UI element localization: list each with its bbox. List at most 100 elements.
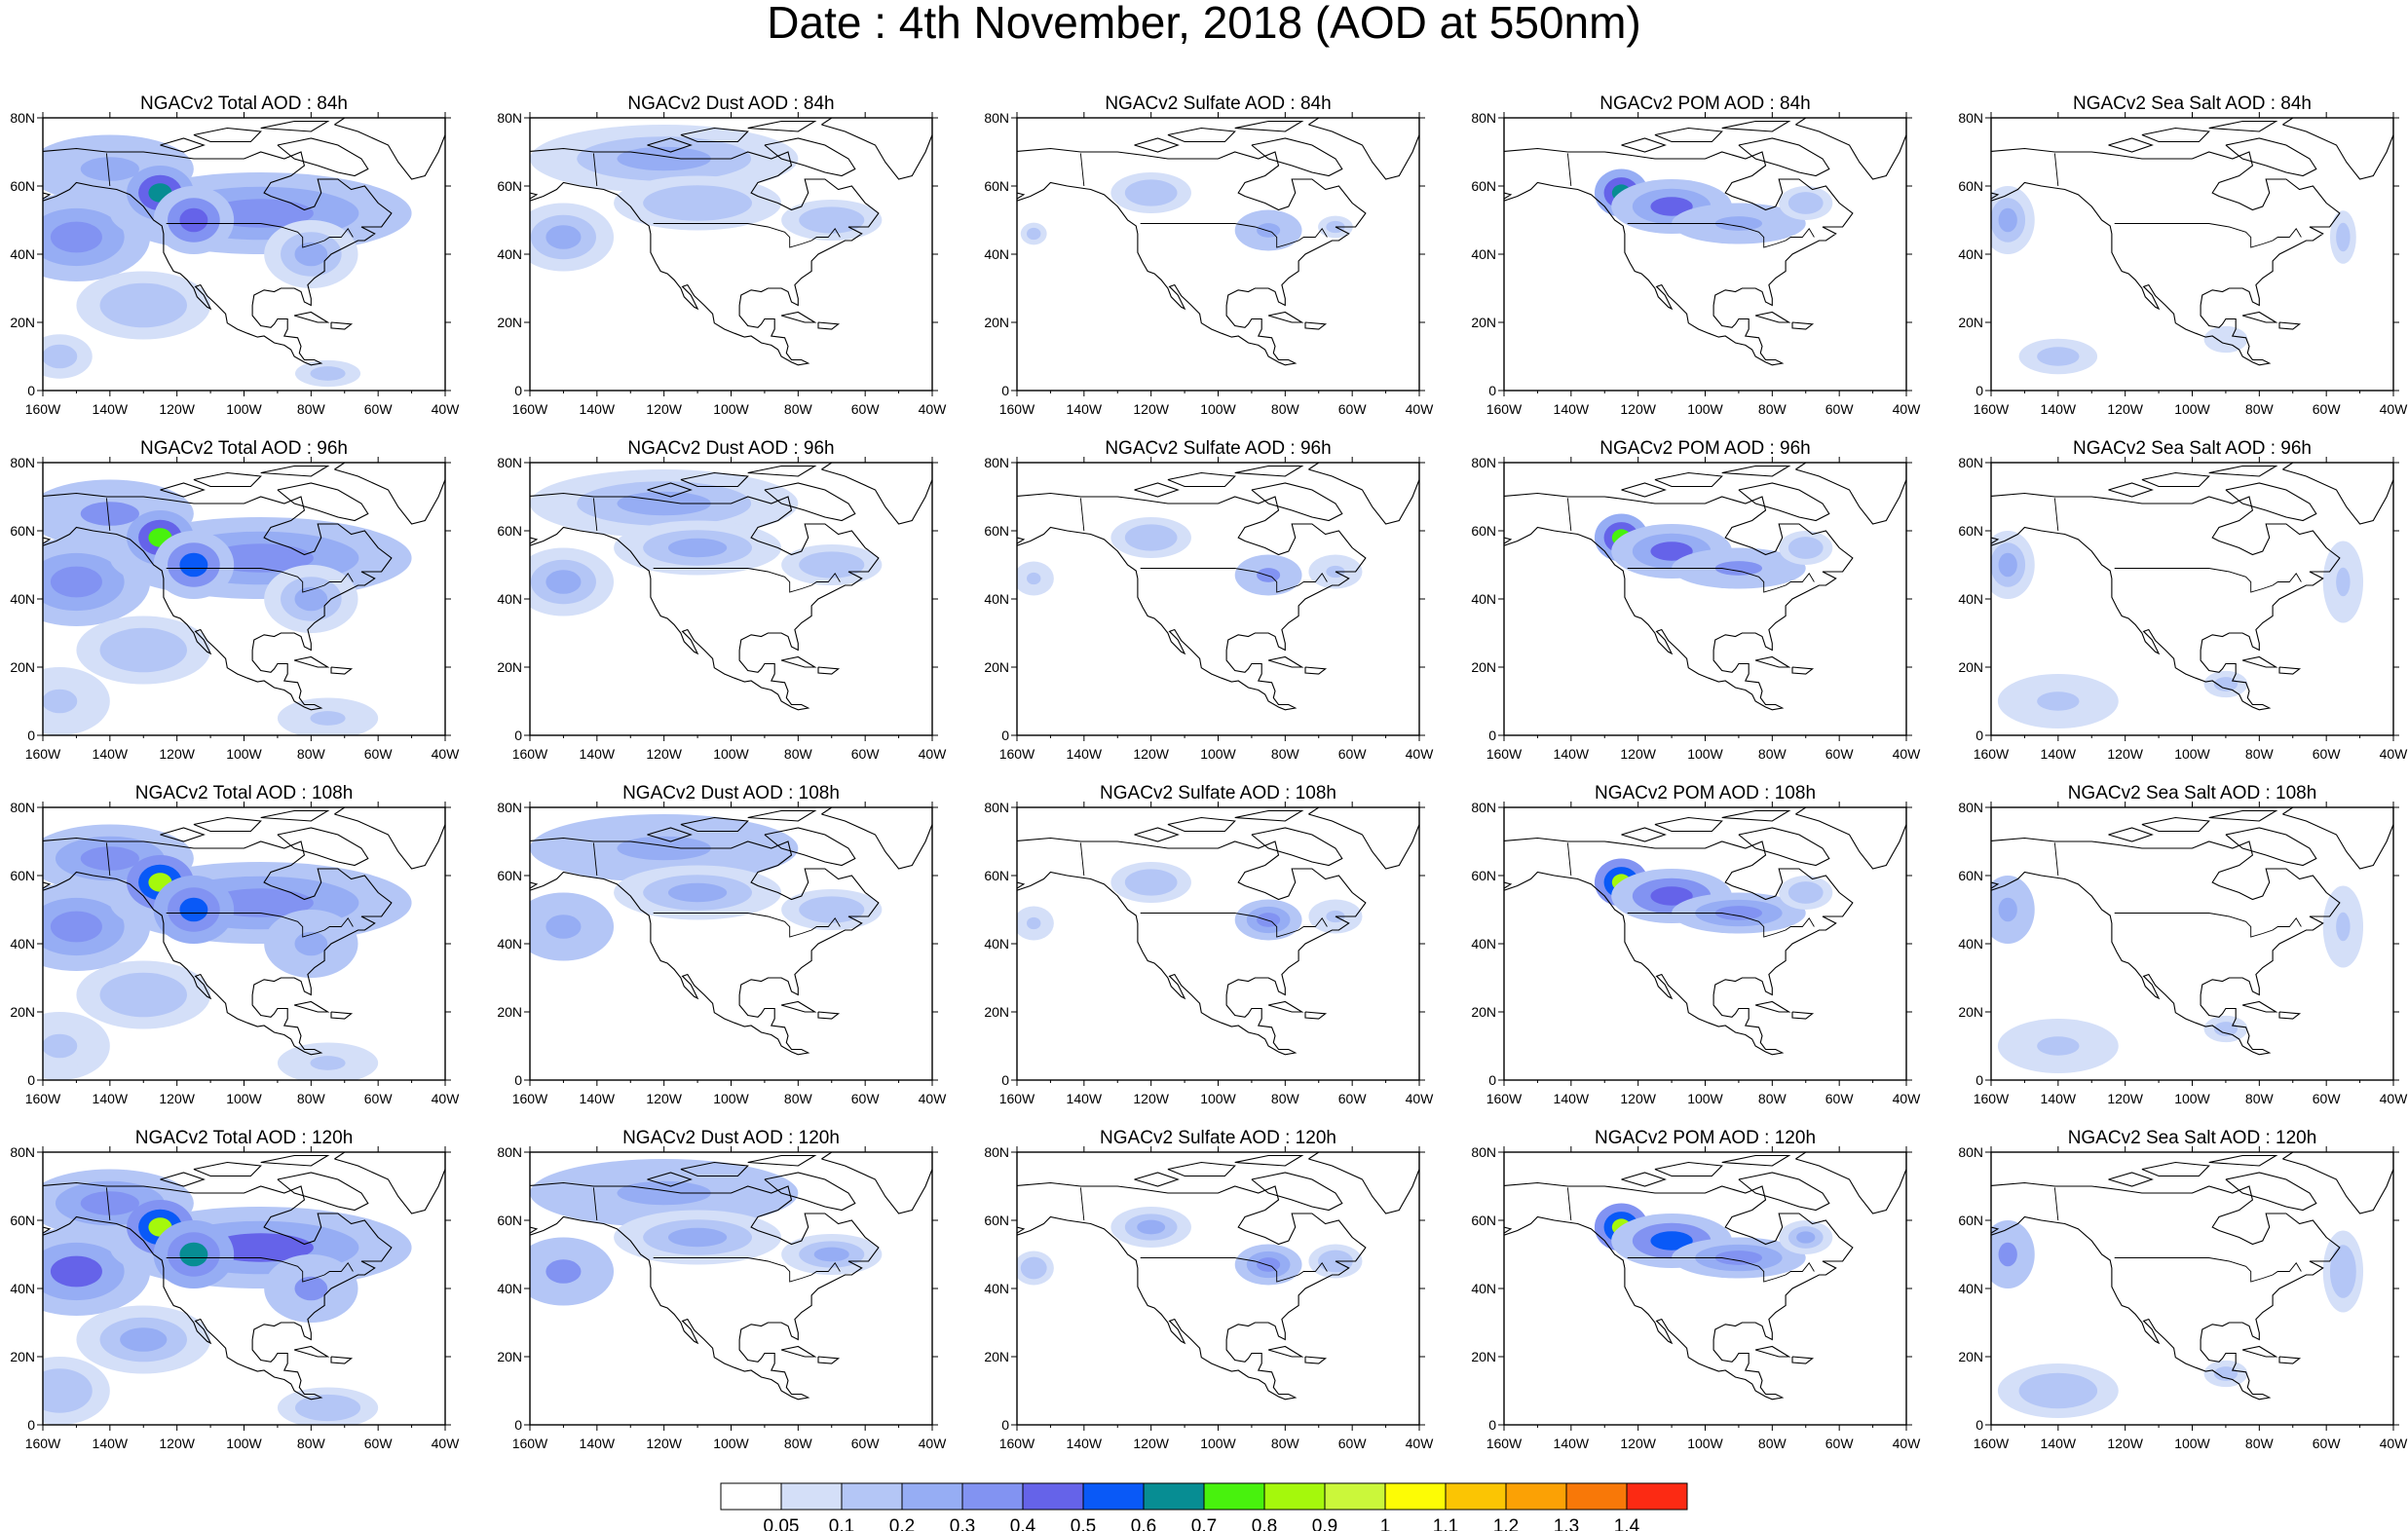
coastline bbox=[1251, 137, 1343, 177]
lat-tick-label: 20N bbox=[1958, 1349, 1983, 1364]
lon-tick-label: 120W bbox=[646, 1091, 682, 1106]
coastline bbox=[647, 827, 693, 842]
lat-tick-label: 20N bbox=[10, 1004, 35, 1020]
aod-region bbox=[1026, 572, 1041, 585]
country-border bbox=[2114, 568, 2302, 593]
lat-tick-label: 60N bbox=[1471, 868, 1496, 883]
coastline bbox=[1251, 1172, 1343, 1212]
colorbar-label: 0.6 bbox=[1131, 1516, 1156, 1531]
panel-title: NGACv2 Sulfate AOD : 96h bbox=[1105, 438, 1331, 459]
lon-tick-label: 60W bbox=[2313, 1091, 2342, 1106]
coastline bbox=[2141, 816, 2210, 833]
lon-tick-label: 140W bbox=[93, 1436, 129, 1451]
lon-tick-label: 140W bbox=[93, 1091, 129, 1106]
lat-tick-label: 60N bbox=[1471, 178, 1496, 194]
lon-tick-label: 100W bbox=[1200, 1436, 1236, 1451]
country-border bbox=[2053, 842, 2059, 877]
lon-tick-label: 140W bbox=[93, 401, 129, 417]
lat-tick-label: 40N bbox=[10, 936, 35, 952]
coastline bbox=[293, 655, 330, 668]
lat-tick-label: 20N bbox=[1471, 315, 1496, 330]
aod-region bbox=[43, 1378, 78, 1403]
country-border bbox=[105, 1187, 111, 1221]
aod-region bbox=[80, 157, 139, 181]
aod-region bbox=[310, 711, 346, 726]
lon-tick-label: 80W bbox=[297, 1091, 326, 1106]
lon-tick-label: 80W bbox=[297, 1436, 326, 1451]
map-panel-seasalt-120: NGACv2 Sea Salt AOD : 120h 160W 140W 120W 10… bbox=[1958, 1128, 2408, 1451]
coastline bbox=[1738, 1172, 1830, 1212]
country-border bbox=[1627, 1257, 1815, 1283]
country-border bbox=[1627, 568, 1815, 593]
lat-tick-label: 60N bbox=[497, 178, 522, 194]
country-border bbox=[1566, 842, 1572, 877]
colorbar-cell bbox=[1022, 1482, 1084, 1511]
coastline bbox=[1991, 492, 2341, 711]
coastline bbox=[1754, 311, 1791, 323]
lat-tick-label: 20N bbox=[10, 659, 35, 675]
aod-region bbox=[1714, 906, 1763, 920]
aod-region bbox=[667, 882, 728, 903]
aod-region bbox=[310, 1400, 346, 1415]
lat-tick-label: 0 bbox=[514, 728, 522, 743]
lon-tick-label: 60W bbox=[2313, 1436, 2342, 1451]
lon-tick-label: 40W bbox=[919, 746, 948, 762]
aod-region bbox=[294, 586, 328, 612]
colorbar-label: 1.2 bbox=[1493, 1516, 1519, 1531]
lat-tick-label: 40N bbox=[984, 936, 1009, 952]
coastline bbox=[2282, 463, 2393, 525]
coastline bbox=[2225, 482, 2317, 522]
country-border bbox=[592, 498, 598, 532]
lon-tick-label: 80W bbox=[1271, 401, 1300, 417]
lon-tick-label: 120W bbox=[159, 1091, 195, 1106]
aod-region bbox=[2037, 691, 2080, 711]
lon-tick-label: 160W bbox=[512, 1436, 548, 1451]
aod-region bbox=[294, 931, 328, 956]
main-title: Date : 4th November, 2018 (AOD at 550nm) bbox=[767, 0, 1641, 48]
lon-tick-label: 120W bbox=[2107, 746, 2143, 762]
coastline bbox=[2278, 1011, 2302, 1020]
lon-tick-label: 100W bbox=[226, 401, 262, 417]
coastline bbox=[1721, 120, 1791, 132]
coastlines bbox=[1504, 118, 1906, 366]
aod-region bbox=[2213, 1022, 2238, 1036]
lon-tick-label: 120W bbox=[1620, 1436, 1656, 1451]
coastline bbox=[2282, 118, 2393, 180]
lon-tick-label: 60W bbox=[1338, 746, 1368, 762]
lat-tick-label: 80N bbox=[984, 800, 1009, 815]
coastline bbox=[1167, 471, 1236, 488]
coastlines bbox=[1017, 463, 1419, 711]
coastline bbox=[2141, 471, 2210, 488]
lon-tick-label: 80W bbox=[784, 401, 813, 417]
lat-tick-label: 40N bbox=[497, 1281, 522, 1296]
lat-tick-label: 80N bbox=[497, 110, 522, 126]
coastline bbox=[530, 1181, 880, 1400]
map-panel-total-120: NGACv2 Total AOD : 120h 160W 140W 120W 100W 8… bbox=[10, 1128, 460, 1451]
lon-tick-label: 80W bbox=[1271, 1436, 1300, 1451]
coastline bbox=[260, 120, 330, 132]
country-border bbox=[105, 842, 111, 877]
coastline bbox=[1621, 827, 1667, 842]
coastline bbox=[817, 666, 841, 675]
lon-tick-label: 160W bbox=[25, 746, 61, 762]
lon-tick-label: 140W bbox=[1554, 746, 1590, 762]
lon-tick-label: 80W bbox=[1271, 746, 1300, 762]
lon-tick-label: 40W bbox=[1893, 401, 1922, 417]
panel-title: NGACv2 Sea Salt AOD : 96h bbox=[2073, 438, 2312, 459]
lon-tick-label: 40W bbox=[1406, 1091, 1435, 1106]
lon-tick-label: 120W bbox=[1133, 401, 1169, 417]
coastline bbox=[1791, 1356, 1815, 1364]
lat-tick-label: 60N bbox=[984, 1213, 1009, 1228]
coastline bbox=[277, 482, 369, 522]
lon-tick-label: 40W bbox=[1893, 746, 1922, 762]
lon-tick-label: 60W bbox=[851, 1436, 881, 1451]
map-panel-total-84: NGACv2 Total AOD : 84h 160W 140W 120W 100W 80… bbox=[10, 93, 460, 417]
lon-tick-label: 160W bbox=[512, 401, 548, 417]
lon-tick-label: 100W bbox=[713, 401, 749, 417]
colorbar-cell bbox=[1626, 1482, 1688, 1511]
aod-field bbox=[1017, 862, 1363, 941]
coastlines bbox=[43, 807, 445, 1056]
aod-field bbox=[43, 479, 412, 735]
lon-tick-label: 40W bbox=[1406, 746, 1435, 762]
